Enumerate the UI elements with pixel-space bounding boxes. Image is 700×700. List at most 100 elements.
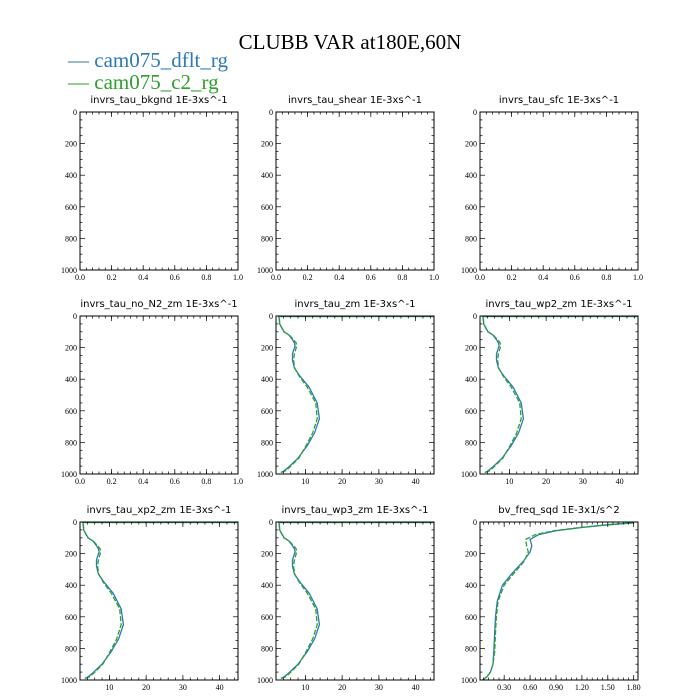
x-tick-label: 10 <box>301 477 309 486</box>
x-tick-label: 40 <box>412 683 420 692</box>
x-tick-label: 0.8 <box>601 273 611 282</box>
y-tick-label: 400 <box>465 581 477 590</box>
y-tick-label: 200 <box>465 550 477 559</box>
x-tick-label: 30 <box>579 477 587 486</box>
y-tick-label: 800 <box>465 234 477 243</box>
y-tick-label: 600 <box>261 203 273 212</box>
y-tick-label: 200 <box>465 140 477 149</box>
x-tick-label: 1.50 <box>601 683 615 692</box>
plot-frame <box>79 111 239 271</box>
plot-frame <box>275 111 435 271</box>
y-tick-label: 600 <box>465 613 477 622</box>
x-tick-label: 0.60 <box>523 683 537 692</box>
y-tick-label: 1000 <box>461 266 477 275</box>
y-tick-label: 600 <box>465 203 477 212</box>
y-tick-label: 1000 <box>257 266 273 275</box>
x-tick-label: 10 <box>301 683 309 692</box>
y-tick-label: 800 <box>65 644 77 653</box>
x-tick-label: 1.20 <box>575 683 589 692</box>
x-tick-label: 20 <box>338 683 346 692</box>
plot-frame <box>479 521 639 681</box>
y-tick-label: 600 <box>65 407 77 416</box>
y-tick-label: 800 <box>465 438 477 447</box>
y-tick-label: 1000 <box>257 470 273 479</box>
series-line-c2 <box>482 315 638 474</box>
y-tick-label: 0 <box>269 108 273 117</box>
x-tick-label: 0.0 <box>75 273 85 282</box>
x-tick-label: 0.6 <box>570 273 580 282</box>
series-line-c2 <box>82 521 238 680</box>
series-line-c2 <box>482 522 634 681</box>
y-tick-label: 400 <box>65 375 77 384</box>
x-tick-label: 0.4 <box>138 273 148 282</box>
x-tick-label: 0.0 <box>475 273 485 282</box>
y-tick-label: 600 <box>65 613 77 622</box>
y-tick-label: 400 <box>261 581 273 590</box>
y-tick-label: 200 <box>261 140 273 149</box>
series-line-dflt <box>278 315 434 473</box>
x-tick-label: 0.8 <box>201 273 211 282</box>
y-tick-label: 0 <box>473 518 477 527</box>
x-tick-label: 0.4 <box>538 273 548 282</box>
y-tick-label: 0 <box>73 108 77 117</box>
x-tick-label: 0.90 <box>549 683 563 692</box>
y-tick-label: 800 <box>65 438 77 447</box>
series-line-dflt <box>482 522 634 681</box>
chart-panel-8: bv_freq_sqd 1E-3x1/s^2 0 200 400 600 800 1000 0… <box>461 505 641 692</box>
panel-title: invrs_tau_zm 1E-3xs^-1 <box>294 299 415 310</box>
x-tick-label: 0.2 <box>303 273 313 282</box>
chart-panel-4: invrs_tau_zm 1E-3xs^-1 0 200 400 600 800 1000 1… <box>257 299 435 486</box>
plot-frame <box>275 315 435 475</box>
x-tick-label: 0.2 <box>107 273 117 282</box>
x-tick-label: 40 <box>616 477 624 486</box>
y-tick-label: 0 <box>473 108 477 117</box>
x-tick-label: 0.0 <box>271 273 281 282</box>
plot-frame <box>79 521 239 681</box>
y-tick-label: 200 <box>65 140 77 149</box>
y-tick-label: 0 <box>269 312 273 321</box>
y-tick-label: 0 <box>73 312 77 321</box>
y-tick-label: 400 <box>261 171 273 180</box>
chart-panel-2: invrs_tau_sfc 1E-3xs^-1 0 200 400 600 800 1000… <box>461 95 643 282</box>
legend-entry-dflt: — cam075_dflt_rg <box>68 48 229 72</box>
x-tick-label: 20 <box>542 477 550 486</box>
x-tick-label: 0.0 <box>75 477 85 486</box>
y-tick-label: 800 <box>261 438 273 447</box>
y-tick-label: 200 <box>65 550 77 559</box>
plot-frame <box>79 315 239 475</box>
panel-title: invrs_tau_xp2_zm 1E-3xs^-1 <box>87 505 232 516</box>
y-tick-label: 1000 <box>257 676 273 685</box>
x-tick-label: 0.30 <box>497 683 511 692</box>
series-line-dflt <box>278 521 434 679</box>
panel-title: invrs_tau_sfc 1E-3xs^-1 <box>499 95 619 106</box>
x-tick-label: 0.6 <box>170 273 180 282</box>
y-tick-label: 0 <box>73 518 77 527</box>
x-tick-label: 1.80 <box>627 683 641 692</box>
chart-panel-7: invrs_tau_wp3_zm 1E-3xs^-1 0 200 400 600 800 1… <box>257 505 435 692</box>
x-tick-label: 30 <box>375 477 383 486</box>
x-tick-label: 0.2 <box>107 477 117 486</box>
x-tick-label: 0.2 <box>507 273 517 282</box>
panel-title: bv_freq_sqd 1E-3x1/s^2 <box>498 505 620 516</box>
y-tick-label: 800 <box>65 234 77 243</box>
y-tick-label: 200 <box>65 344 77 353</box>
x-tick-label: 30 <box>179 683 187 692</box>
chart-panel-1: invrs_tau_shear 1E-3xs^-1 0 200 400 600 800 10… <box>257 95 439 282</box>
plot-frame <box>479 315 639 475</box>
x-tick-label: 1.0 <box>429 273 439 282</box>
legend-entry-c2: — cam075_c2_rg <box>68 70 219 94</box>
y-tick-label: 600 <box>65 203 77 212</box>
panel-title: invrs_tau_no_N2_zm 1E-3xs^-1 <box>80 299 237 310</box>
x-tick-label: 30 <box>375 683 383 692</box>
plot-frame <box>275 521 435 681</box>
panel-title: invrs_tau_wp3_zm 1E-3xs^-1 <box>282 505 429 516</box>
y-tick-label: 400 <box>65 581 77 590</box>
y-tick-label: 200 <box>261 344 273 353</box>
y-tick-label: 800 <box>261 234 273 243</box>
x-tick-label: 10 <box>105 683 113 692</box>
y-tick-label: 1000 <box>61 470 77 479</box>
series-line-dflt <box>82 521 238 679</box>
y-tick-label: 1000 <box>461 676 477 685</box>
x-tick-label: 1.0 <box>233 273 243 282</box>
